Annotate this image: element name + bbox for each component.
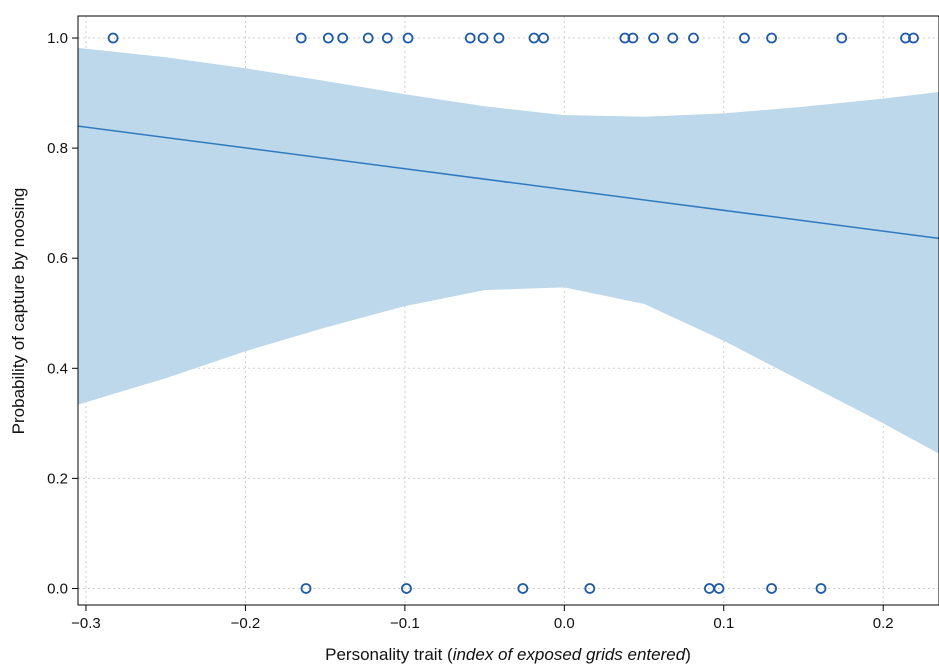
data-point (477, 32, 489, 44)
data-point (300, 583, 312, 594)
x-tick-label: −0.2 (231, 615, 261, 632)
data-point (402, 32, 414, 44)
x-axis: −0.3 −0.2 −0.1 0.0 0.1 0.2 (71, 605, 894, 632)
x-tick-label: 0.0 (554, 615, 575, 632)
data-point (493, 32, 505, 44)
data-point (619, 32, 631, 44)
data-point (322, 32, 334, 44)
fit-line (77, 125, 939, 240)
data-point (739, 32, 750, 44)
x-tick-label: −0.3 (71, 615, 101, 632)
x-tick-label: −0.1 (390, 615, 420, 632)
data-point (464, 32, 476, 44)
data-point (627, 32, 639, 44)
y-tick-label: 0.6 (47, 250, 68, 267)
data-point (900, 32, 911, 44)
confidence-band (78, 47, 939, 454)
plot-frame (77, 15, 939, 606)
data-point (766, 32, 777, 44)
data-point (107, 32, 119, 44)
y-tick-label: 0.8 (47, 140, 68, 157)
data-point (815, 583, 827, 594)
data-point (295, 32, 307, 44)
data-point (688, 32, 699, 44)
y-axis-label: Probability of capture by noosing (9, 188, 28, 435)
x-axis-label: Personality trait (index of exposed grid… (325, 645, 691, 664)
y-axis: 0.0 0.2 0.4 0.6 0.8 1.0 (47, 30, 78, 597)
data-point (836, 32, 848, 44)
y-tick-label: 0.2 (47, 470, 68, 487)
data-point (648, 32, 659, 44)
x-tick-label: 0.1 (713, 615, 734, 632)
y-tick-label: 1.0 (47, 30, 68, 47)
data-point (401, 583, 412, 594)
data-point (908, 32, 919, 44)
data-point (667, 32, 679, 44)
data-point (538, 32, 549, 44)
data-point (584, 583, 596, 594)
x-tick-label: 0.2 (873, 615, 894, 632)
y-tick-label: 0.4 (47, 360, 68, 377)
y-tick-label: 0.0 (47, 580, 68, 597)
data-point (517, 583, 529, 594)
data-point (766, 583, 777, 594)
data-point (337, 32, 349, 44)
data-point (713, 583, 725, 594)
data-point (362, 32, 374, 44)
data-points (107, 32, 919, 594)
data-point (381, 32, 393, 44)
